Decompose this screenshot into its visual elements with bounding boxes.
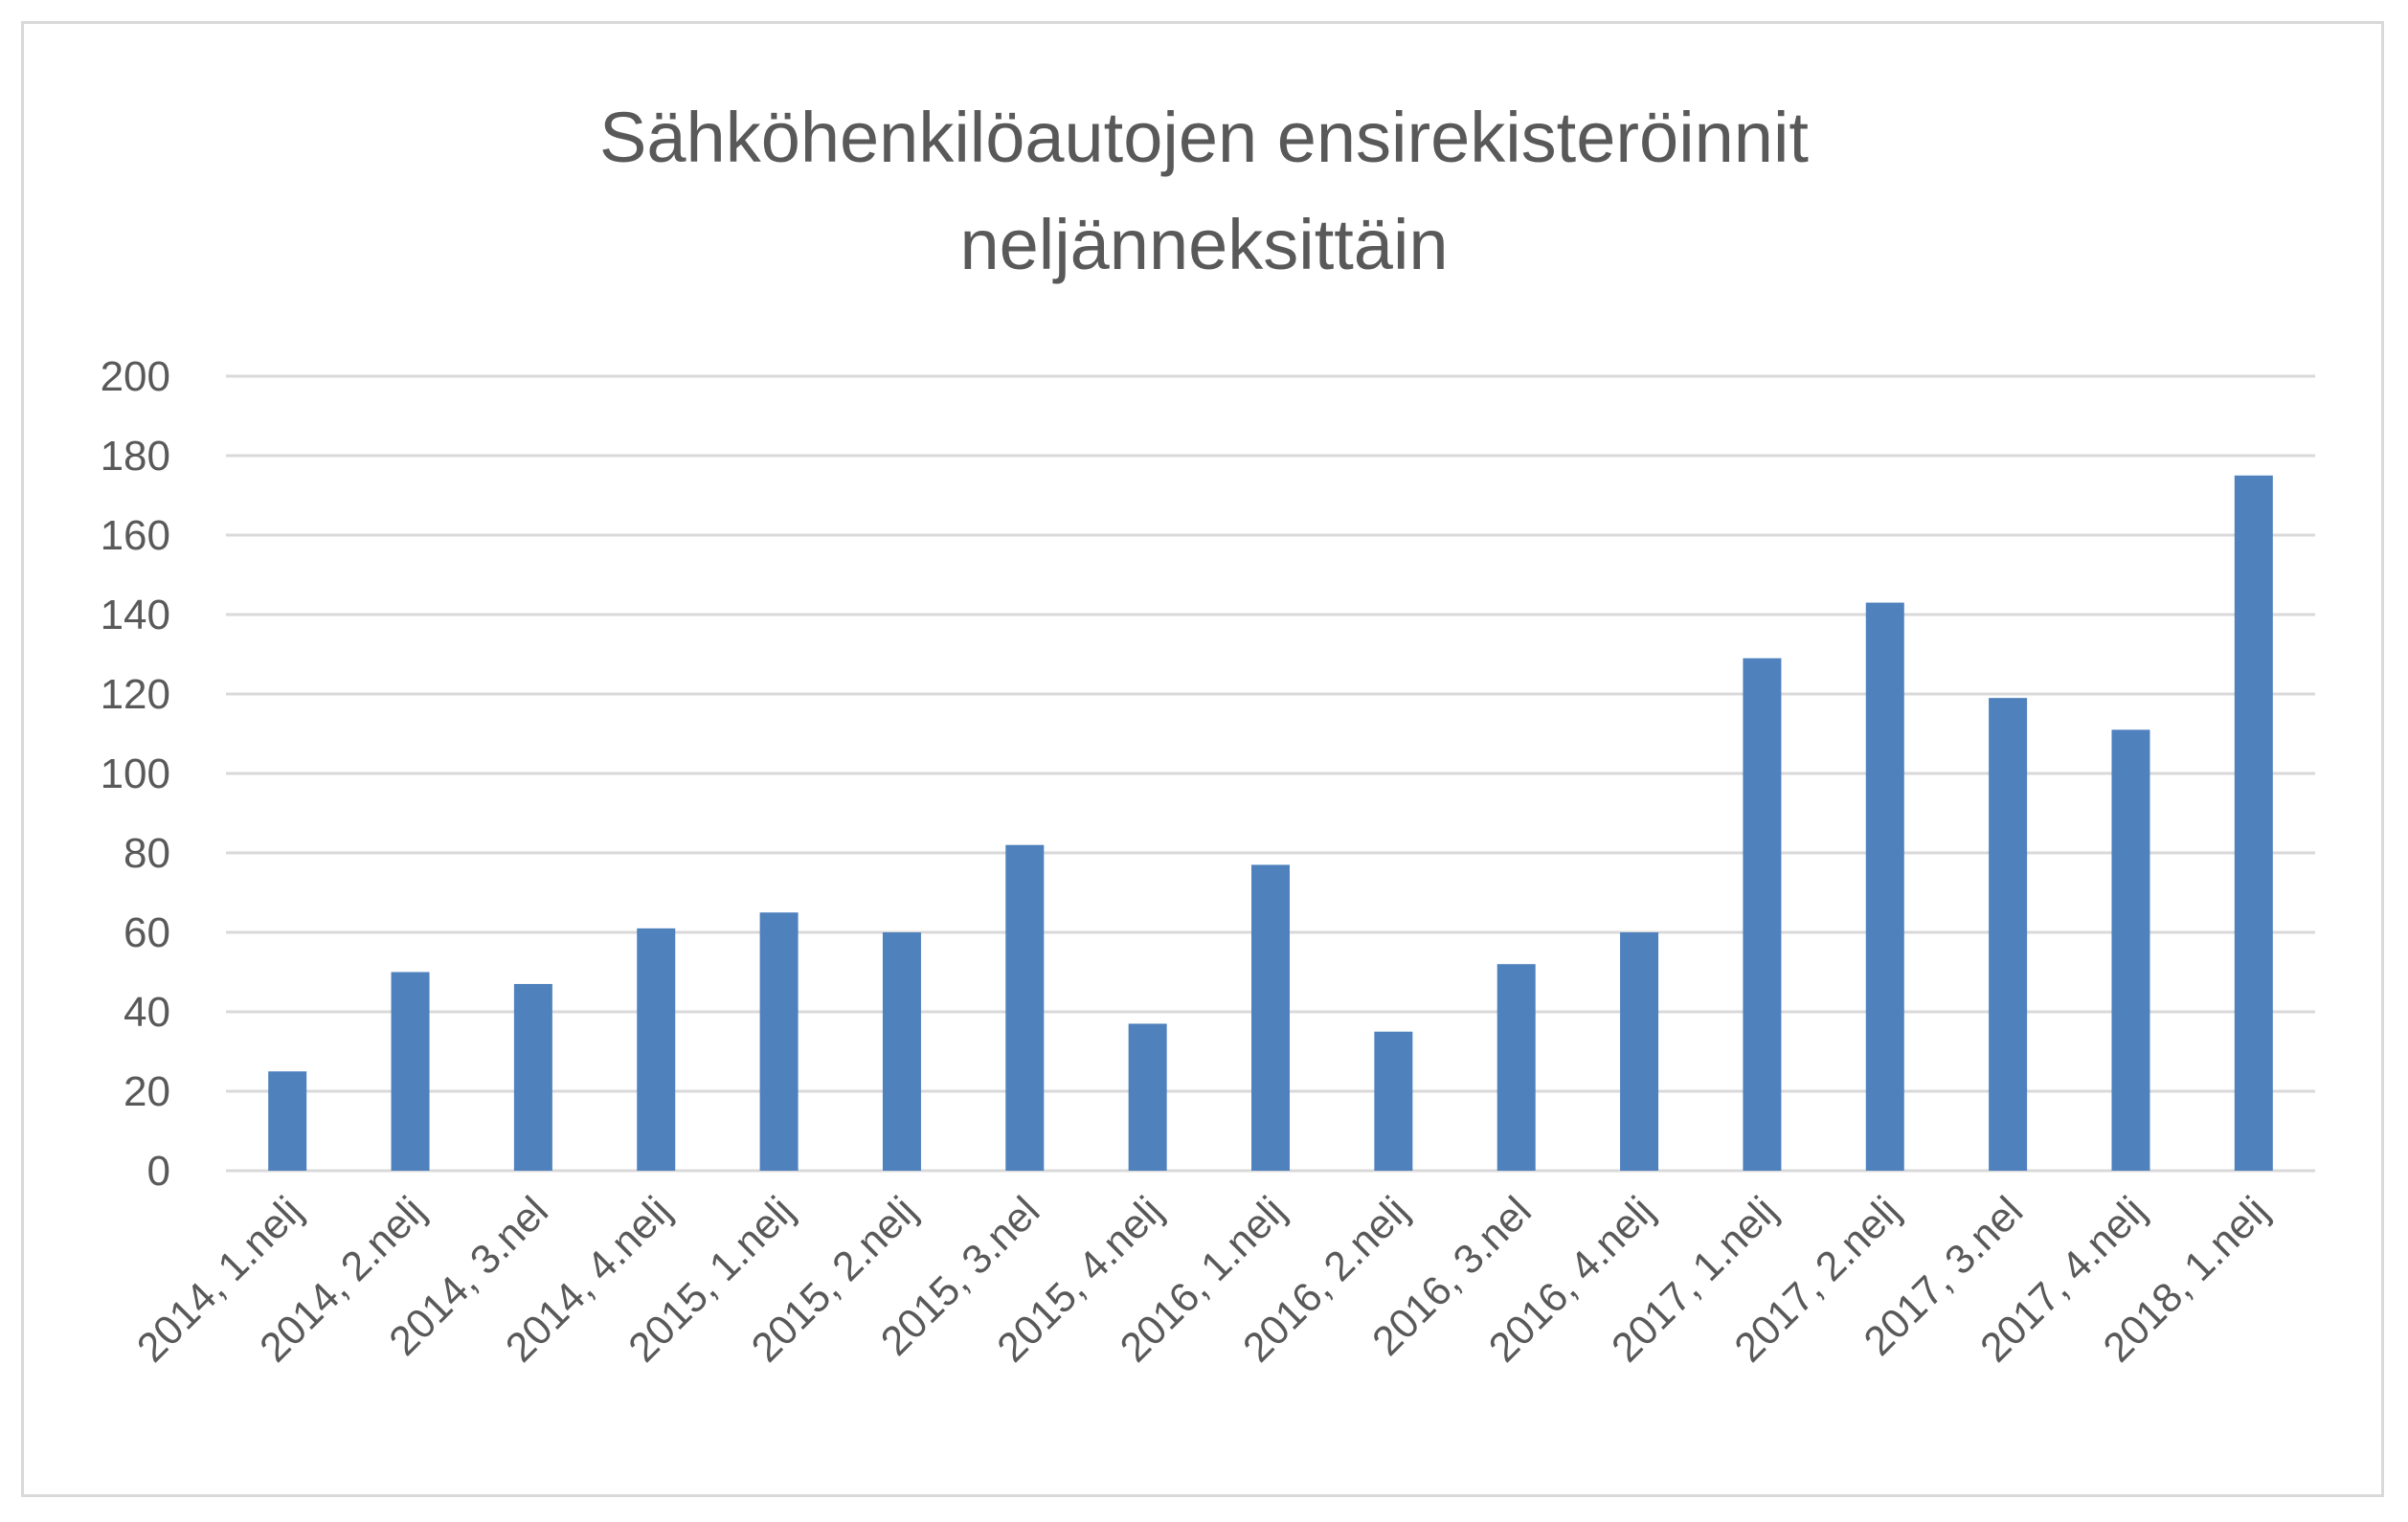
y-tick-label: 200 [101,353,170,400]
y-tick-label: 160 [101,512,170,559]
y-tick-label: 180 [101,433,170,480]
bar [1865,602,1904,1171]
bar [268,1071,307,1171]
y-tick-label: 0 [147,1148,170,1195]
bar [1743,658,1782,1171]
y-tick-label: 140 [101,592,170,638]
y-tick-label: 20 [124,1068,170,1115]
bar [391,972,430,1171]
bar [2111,729,2150,1171]
bar [759,912,799,1171]
bar [1497,964,1536,1171]
y-tick-label: 60 [124,909,170,956]
bar [2234,475,2273,1171]
bar [1251,864,1290,1171]
y-tick-label: 80 [124,830,170,877]
bar [1128,1023,1167,1171]
y-tick-label: 120 [101,671,170,718]
bar-series [268,475,2273,1171]
bar [1989,698,2028,1171]
bar [1005,844,1045,1171]
chart-title-line-1: Sähköhenkilöautojen ensirekisteröinnit [599,98,1809,177]
y-axis-tick-labels: 0 20 40 60 80 100 120 140 160 180 200 [101,353,170,1195]
y-tick-label: 40 [124,989,170,1036]
bar [637,928,676,1171]
bar [513,983,552,1171]
bar [882,932,921,1171]
chart-title-line-2: neljänneksittäin [959,205,1449,284]
y-tick-label: 100 [101,750,170,797]
bar [1374,1031,1413,1171]
bar [1620,932,1659,1171]
